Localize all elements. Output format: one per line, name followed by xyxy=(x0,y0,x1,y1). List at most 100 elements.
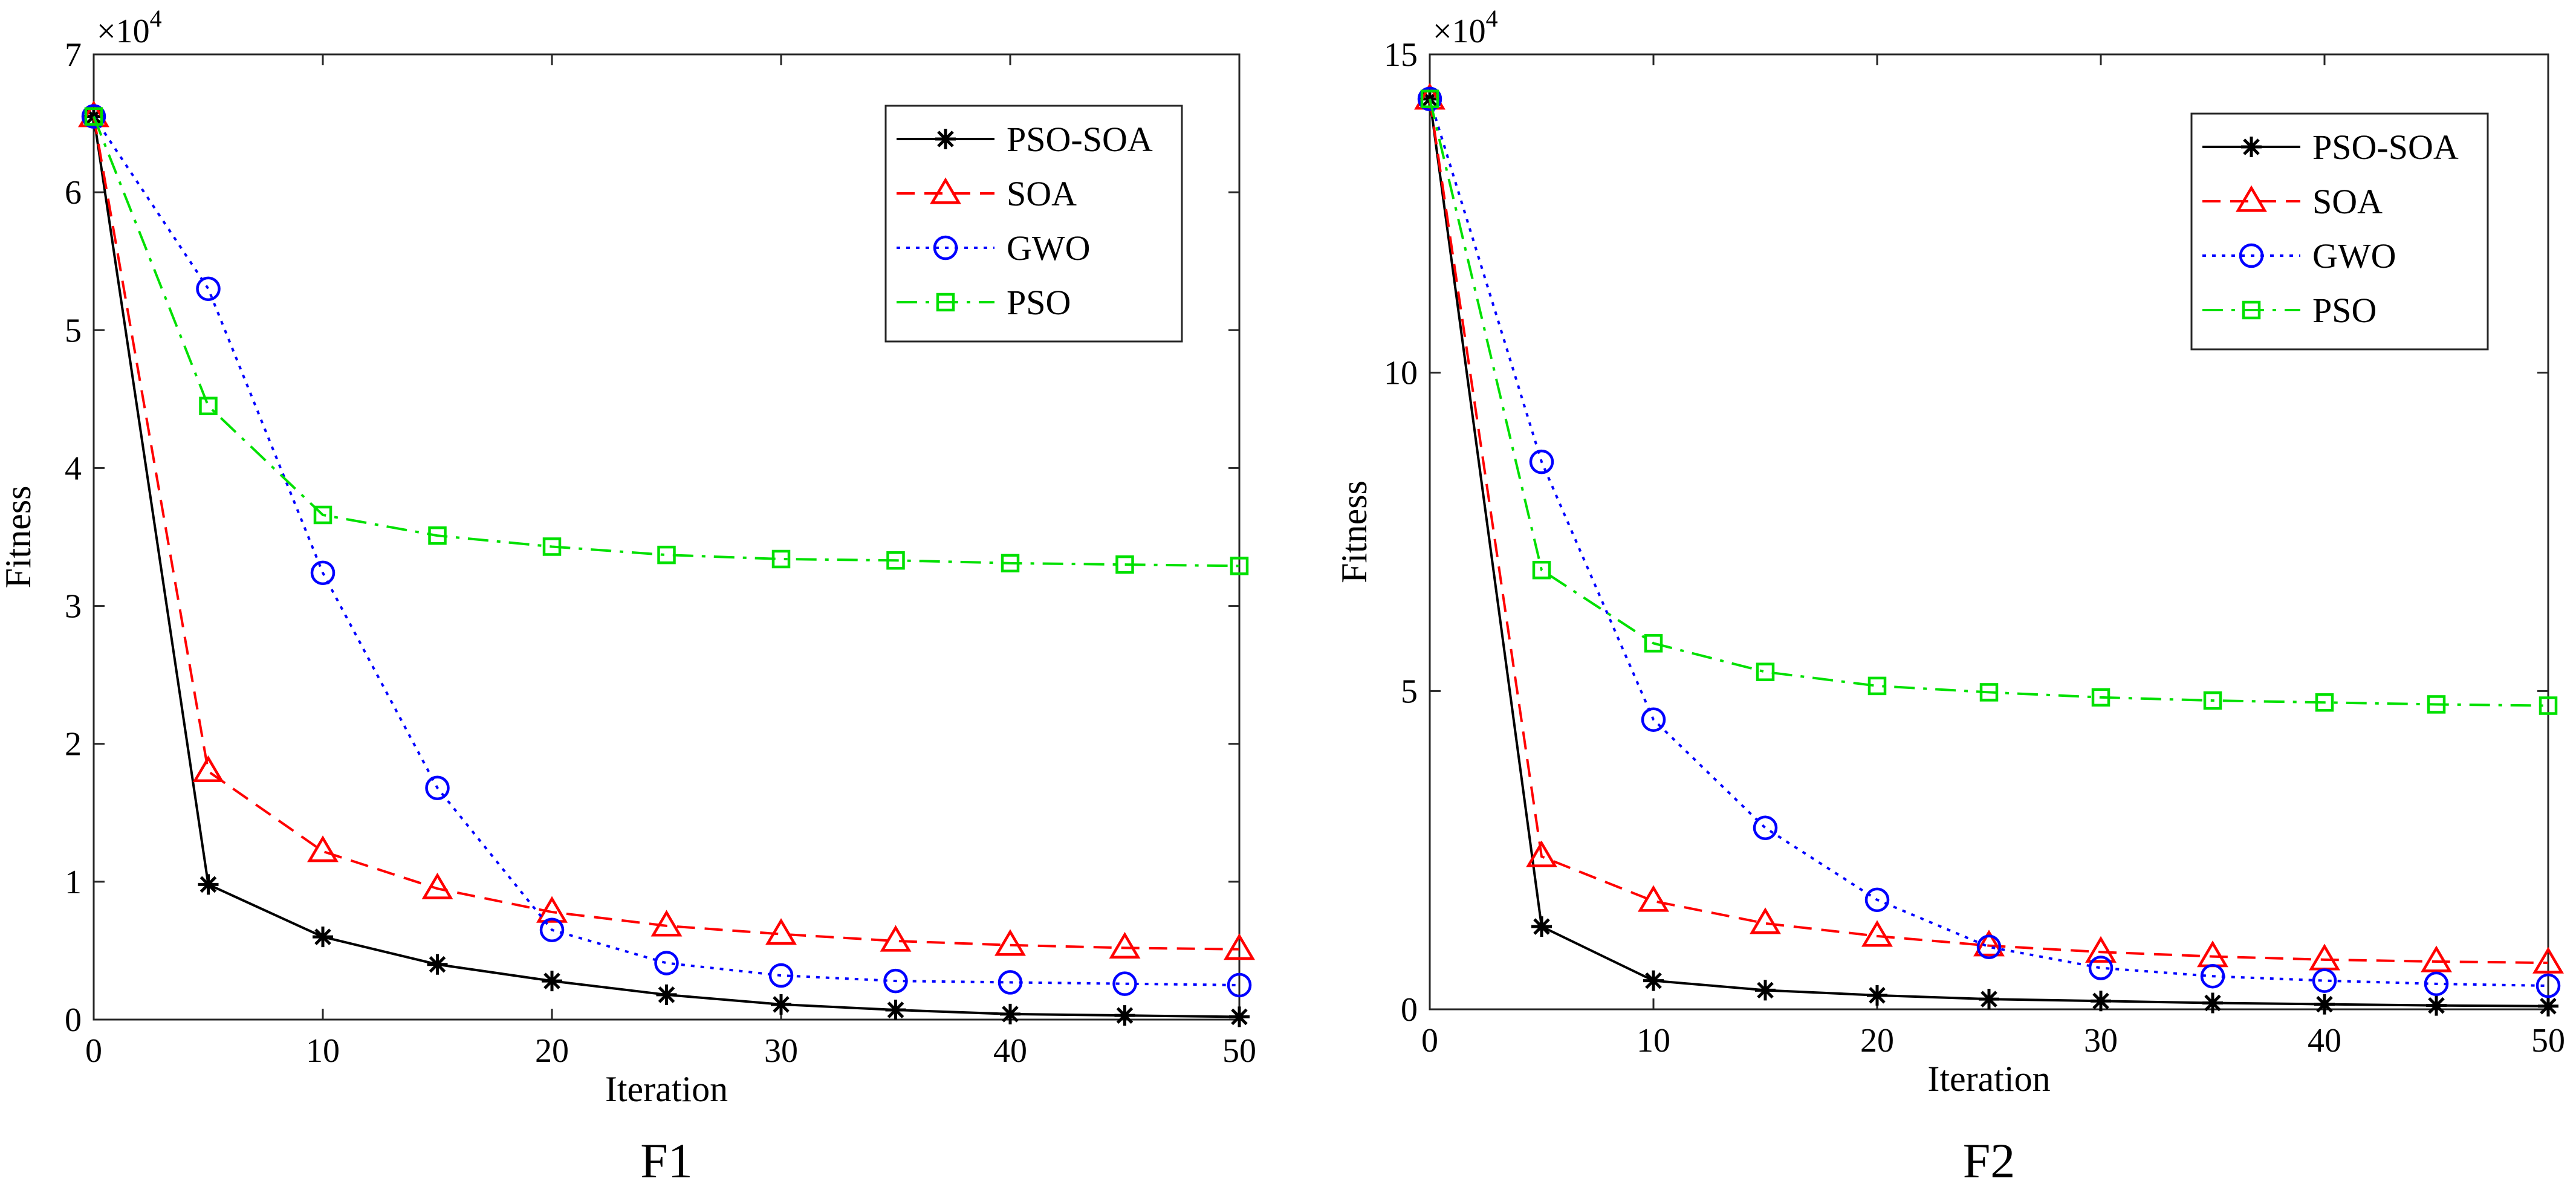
y-tick-label: 4 xyxy=(65,450,82,487)
series-pso xyxy=(84,107,1249,575)
data-point xyxy=(2532,946,2564,974)
data-point xyxy=(542,537,562,556)
data-point xyxy=(885,1000,906,1021)
x-tick-label: 50 xyxy=(1222,1032,1256,1070)
panel-title: F2 xyxy=(1963,1133,2016,1187)
data-point xyxy=(198,874,219,895)
y-exponent-label: ×104 xyxy=(97,5,162,50)
data-point xyxy=(2535,973,2561,998)
series-pso-soa xyxy=(83,106,1250,1027)
data-point xyxy=(428,526,447,545)
legend: PSO-SOA SOA GWO PSO xyxy=(884,105,1183,343)
data-point xyxy=(1755,980,1776,1001)
data-point xyxy=(421,872,453,899)
legend-marker xyxy=(935,129,956,149)
legend-box xyxy=(2190,112,2489,351)
legend-box xyxy=(884,105,1183,343)
data-point xyxy=(998,970,1023,995)
series-line xyxy=(1429,99,2549,707)
data-point xyxy=(657,545,676,564)
data-point xyxy=(2539,696,2558,715)
legend-label: PSO xyxy=(2312,291,2376,330)
y-tick-label: 15 xyxy=(1384,36,1418,74)
data-point xyxy=(1224,933,1255,960)
data-point xyxy=(1230,557,1249,575)
data-point xyxy=(427,954,448,975)
data-point xyxy=(654,951,679,975)
legend-label: PSO xyxy=(1007,283,1071,322)
data-point xyxy=(765,918,797,945)
data-point xyxy=(1641,707,1666,732)
series-pso xyxy=(1420,89,2558,715)
data-point xyxy=(1229,1006,1250,1027)
data-point xyxy=(1976,934,2002,960)
data-point xyxy=(1753,815,1778,841)
data-point xyxy=(768,963,794,988)
data-point xyxy=(1979,683,1999,702)
y-tick-label: 7 xyxy=(65,36,82,74)
y-tick-label: 0 xyxy=(65,1001,82,1039)
y-exponent-base: ×10 xyxy=(1433,13,1486,50)
data-point xyxy=(2202,992,2223,1014)
data-point xyxy=(1114,1005,1135,1026)
series-line xyxy=(92,116,1240,951)
legend-marker xyxy=(930,177,961,204)
legend-label: GWO xyxy=(2312,236,2396,276)
data-point xyxy=(1532,560,1551,580)
legend-marker xyxy=(936,293,955,312)
series-gwo xyxy=(1417,86,2561,998)
series-line xyxy=(92,115,1240,568)
data-point xyxy=(994,929,1026,956)
y-exponent-power: 4 xyxy=(1486,5,1498,32)
data-point xyxy=(2200,963,2225,989)
x-tick-label: 30 xyxy=(764,1032,798,1070)
data-point xyxy=(771,994,791,1015)
data-point xyxy=(1644,634,1663,653)
data-point xyxy=(1756,662,1775,681)
data-point xyxy=(1419,88,1440,109)
x-tick-label: 20 xyxy=(1860,1022,1894,1059)
data-point xyxy=(310,560,336,586)
y-tick-label: 5 xyxy=(1401,673,1418,710)
data-point xyxy=(1000,1003,1020,1024)
data-point xyxy=(886,551,905,570)
data-point xyxy=(2421,945,2452,972)
legend-marker xyxy=(933,235,958,260)
data-point xyxy=(1973,930,2005,957)
series-line xyxy=(1429,99,2549,965)
data-point xyxy=(1867,676,1887,696)
data-point xyxy=(2203,691,2222,710)
data-point xyxy=(1115,555,1134,574)
legend-label: SOA xyxy=(1007,174,1077,213)
data-point xyxy=(425,775,450,800)
series-line xyxy=(92,115,1240,986)
panel-title: F1 xyxy=(640,1133,693,1187)
series-pso-soa xyxy=(1419,88,2558,1017)
legend-label: PSO-SOA xyxy=(2312,128,2459,167)
data-point xyxy=(2091,688,2110,707)
data-point xyxy=(1526,840,1557,867)
y-tick-label: 6 xyxy=(65,174,82,212)
x-tick-label: 0 xyxy=(85,1032,102,1070)
y-exponent-base: ×10 xyxy=(97,13,150,50)
y-tick-label: 2 xyxy=(65,726,82,763)
series-soa xyxy=(78,100,1255,960)
data-point xyxy=(2085,936,2117,963)
x-tick-label: 50 xyxy=(2531,1022,2565,1059)
data-point xyxy=(1861,920,1893,947)
legend-marker xyxy=(2242,300,2261,320)
y-tick-label: 10 xyxy=(1384,355,1418,392)
data-point xyxy=(1420,89,1439,108)
x-axis-label: Iteration xyxy=(1927,1059,2050,1099)
data-point xyxy=(883,968,908,994)
x-tick-label: 30 xyxy=(2084,1022,2118,1059)
y-tick-label: 3 xyxy=(65,588,82,626)
data-point xyxy=(313,927,333,948)
panel-f2: 0 10 20 30 40 50 0 5 10 15 ×104 Iteration Fitness F2 P… xyxy=(1334,5,2565,1187)
data-point xyxy=(2312,968,2337,993)
data-point xyxy=(542,971,562,992)
data-point xyxy=(880,925,912,952)
data-point xyxy=(539,917,565,942)
y-axis-label: Fitness xyxy=(1334,480,1374,583)
